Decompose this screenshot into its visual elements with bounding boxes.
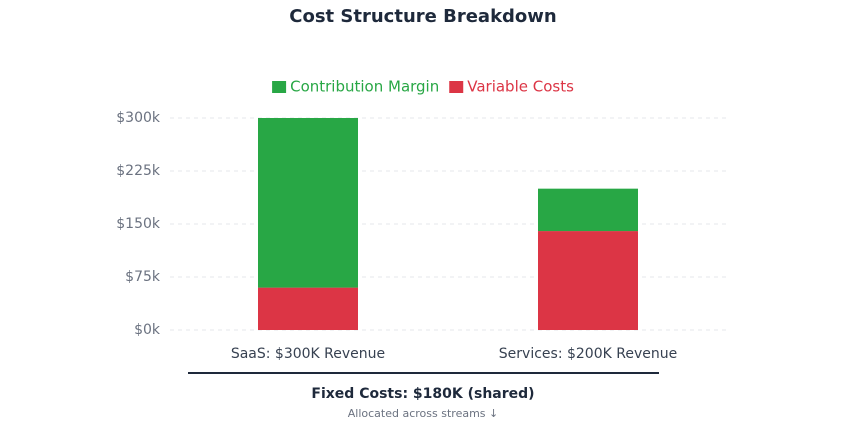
legend-label: Contribution Margin [290,78,439,96]
x-tick-label: SaaS: $300K Revenue [231,346,385,362]
y-tick-label: $300k [116,110,161,126]
legend-swatch [449,81,464,93]
bar-segment [258,287,358,330]
y-tick-label: $225k [116,163,161,179]
y-tick-label: $150k [116,216,161,232]
bar-segment [538,231,638,330]
annotation: Allocated across streams ↓ [348,407,498,420]
annotation: Fixed Costs: $180K (shared) [311,386,534,402]
legend-label: Variable Costs [467,78,574,96]
x-tick-label: Services: $200K Revenue [499,346,677,362]
y-tick-label: $0k [134,322,161,338]
bar-segment [258,118,358,288]
legend-swatch [272,81,287,93]
bar-segment [538,188,638,232]
y-tick-label: $75k [125,269,161,285]
chart-title: Cost Structure Breakdown [289,6,556,27]
